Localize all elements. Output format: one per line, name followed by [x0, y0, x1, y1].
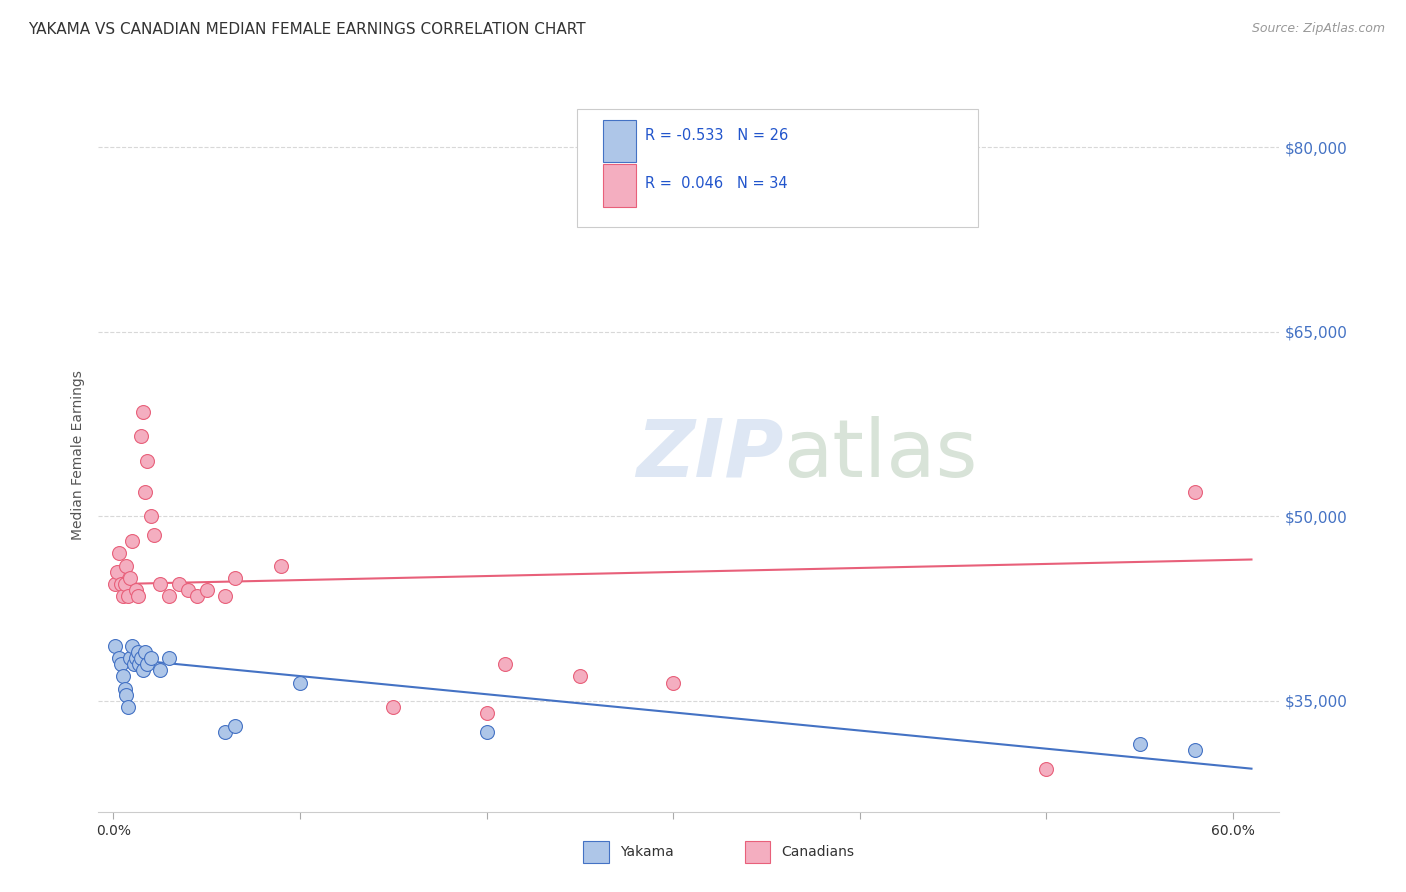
- FancyBboxPatch shape: [576, 109, 979, 227]
- Point: [143, 528, 166, 542]
- Point: [127, 590, 149, 604]
- Y-axis label: Median Female Earnings: Median Female Earnings: [72, 370, 86, 540]
- Point: [568, 669, 591, 683]
- Point: [122, 657, 145, 671]
- Point: [134, 645, 156, 659]
- Point: [382, 700, 405, 714]
- Point: [104, 639, 127, 653]
- Point: [132, 405, 155, 419]
- Text: ZIP: ZIP: [636, 416, 783, 494]
- Text: Source: ZipAtlas.com: Source: ZipAtlas.com: [1251, 22, 1385, 36]
- Point: [125, 583, 148, 598]
- Text: Yakama: Yakama: [620, 846, 673, 859]
- Point: [121, 639, 143, 653]
- Point: [108, 651, 131, 665]
- Point: [121, 534, 143, 549]
- Point: [662, 675, 685, 690]
- Point: [167, 577, 190, 591]
- Point: [224, 718, 246, 732]
- Point: [177, 583, 200, 598]
- Point: [195, 583, 218, 598]
- Point: [110, 657, 132, 671]
- Text: YAKAMA VS CANADIAN MEDIAN FEMALE EARNINGS CORRELATION CHART: YAKAMA VS CANADIAN MEDIAN FEMALE EARNING…: [28, 22, 586, 37]
- Text: Canadians: Canadians: [782, 846, 855, 859]
- Point: [1184, 743, 1206, 757]
- Point: [134, 484, 156, 499]
- Point: [475, 706, 498, 721]
- FancyBboxPatch shape: [603, 120, 636, 162]
- Point: [115, 688, 138, 702]
- Point: [149, 577, 172, 591]
- Text: R =  0.046   N = 34: R = 0.046 N = 34: [645, 177, 787, 191]
- Point: [136, 657, 159, 671]
- Point: [111, 669, 134, 683]
- Point: [186, 590, 208, 604]
- Point: [139, 651, 162, 665]
- Point: [131, 651, 153, 665]
- Point: [157, 590, 180, 604]
- Point: [214, 590, 236, 604]
- Point: [475, 724, 498, 739]
- Point: [131, 429, 153, 443]
- Point: [125, 651, 148, 665]
- Point: [139, 509, 162, 524]
- Point: [120, 571, 142, 585]
- Point: [157, 651, 180, 665]
- Point: [224, 571, 246, 585]
- Point: [1128, 737, 1150, 751]
- Point: [132, 663, 155, 677]
- Point: [288, 675, 311, 690]
- Point: [117, 700, 139, 714]
- Point: [270, 558, 292, 573]
- Point: [105, 565, 128, 579]
- Point: [110, 577, 132, 591]
- Point: [117, 590, 139, 604]
- FancyBboxPatch shape: [603, 164, 636, 207]
- Point: [214, 724, 236, 739]
- Point: [1035, 762, 1057, 776]
- Point: [494, 657, 516, 671]
- Point: [108, 546, 131, 560]
- Point: [149, 663, 172, 677]
- Point: [128, 657, 150, 671]
- Text: atlas: atlas: [783, 416, 977, 494]
- Point: [136, 454, 159, 468]
- Point: [114, 681, 136, 696]
- Point: [104, 577, 127, 591]
- Point: [120, 651, 142, 665]
- Text: R = -0.533   N = 26: R = -0.533 N = 26: [645, 128, 789, 144]
- Point: [111, 590, 134, 604]
- Point: [115, 558, 138, 573]
- Point: [114, 577, 136, 591]
- Point: [1184, 484, 1206, 499]
- Point: [127, 645, 149, 659]
